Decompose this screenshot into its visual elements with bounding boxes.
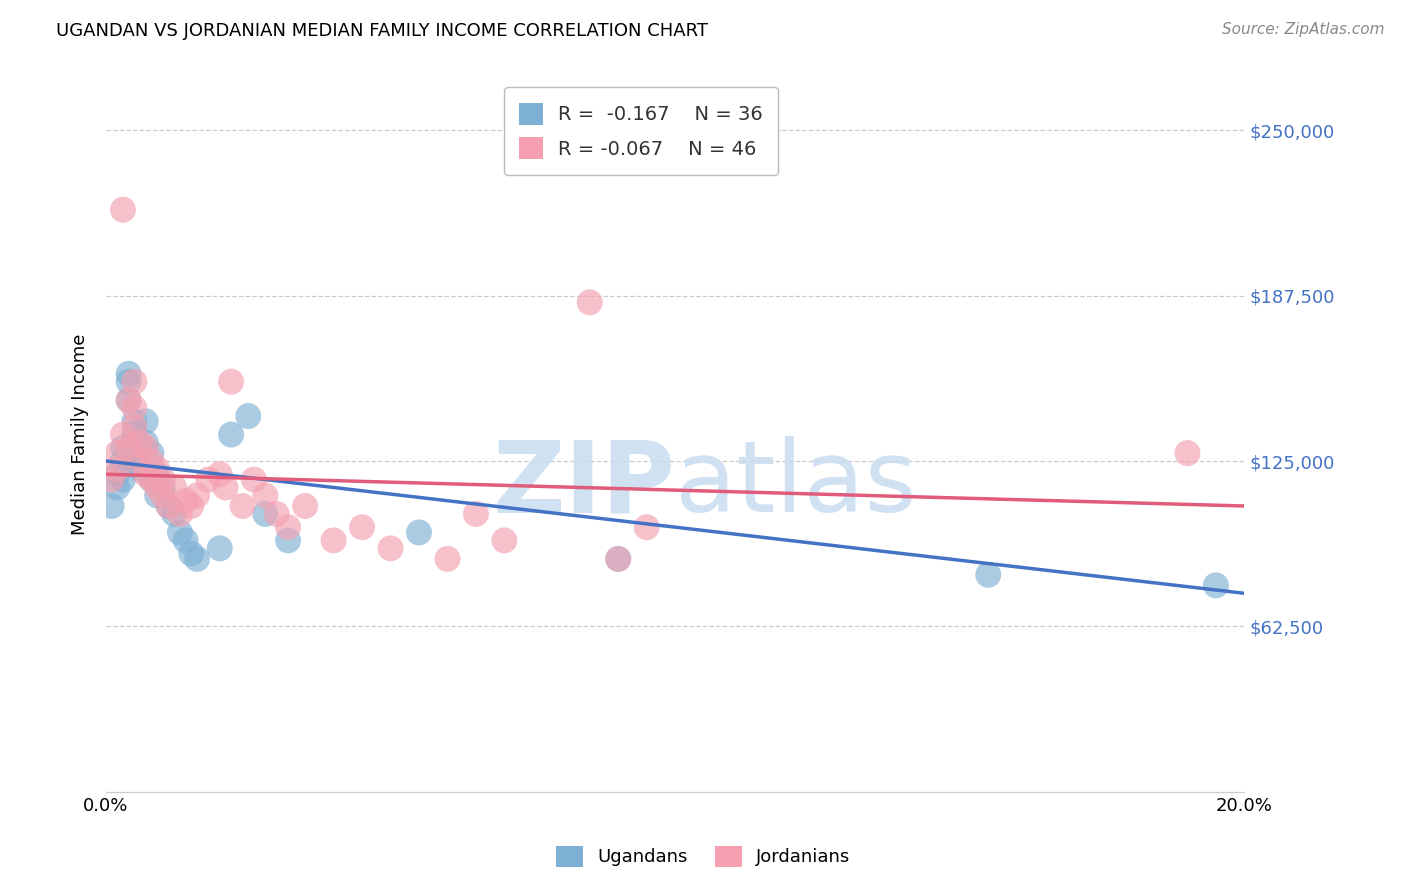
Point: [124, 414, 146, 428]
Point: [254, 507, 277, 521]
Point: [124, 427, 146, 442]
Point: [135, 414, 157, 428]
Point: [1205, 578, 1227, 592]
Y-axis label: Median Family Income: Median Family Income: [72, 334, 89, 535]
Point: [105, 462, 128, 476]
Point: [163, 507, 186, 521]
Point: [174, 493, 197, 508]
Legend: Ugandans, Jordanians: Ugandans, Jordanians: [548, 838, 858, 874]
Point: [111, 441, 134, 455]
Point: [277, 520, 299, 534]
Point: [141, 454, 163, 468]
Point: [129, 454, 152, 468]
Point: [118, 367, 141, 381]
Point: [464, 507, 486, 521]
Point: [266, 507, 288, 521]
Point: [129, 441, 152, 455]
Point: [135, 467, 157, 482]
Point: [105, 446, 128, 460]
Point: [129, 435, 152, 450]
Point: [380, 541, 402, 556]
Point: [152, 488, 174, 502]
Point: [141, 446, 163, 460]
Point: [146, 462, 169, 476]
Point: [124, 419, 146, 434]
Point: [578, 295, 600, 310]
Point: [238, 409, 260, 423]
Point: [105, 467, 128, 482]
Point: [111, 202, 134, 217]
Point: [163, 480, 186, 494]
Text: UGANDAN VS JORDANIAN MEDIAN FAMILY INCOME CORRELATION CHART: UGANDAN VS JORDANIAN MEDIAN FAMILY INCOM…: [56, 22, 709, 40]
Point: [124, 454, 146, 468]
Point: [219, 427, 242, 442]
Point: [977, 567, 1000, 582]
Point: [231, 499, 253, 513]
Point: [169, 507, 191, 521]
Point: [197, 473, 219, 487]
Point: [214, 480, 236, 494]
Point: [118, 375, 141, 389]
Point: [152, 480, 174, 494]
Text: atlas: atlas: [675, 436, 917, 533]
Point: [111, 473, 134, 487]
Point: [494, 533, 516, 548]
Point: [118, 393, 141, 408]
Point: [111, 454, 134, 468]
Point: [243, 473, 266, 487]
Point: [124, 375, 146, 389]
Point: [208, 541, 231, 556]
Point: [141, 473, 163, 487]
Point: [208, 467, 231, 482]
Point: [146, 480, 169, 494]
Point: [186, 552, 208, 566]
Point: [111, 427, 134, 442]
Point: [636, 520, 658, 534]
Point: [129, 462, 152, 476]
Text: ZIP: ZIP: [492, 436, 675, 533]
Point: [436, 552, 458, 566]
Point: [100, 473, 122, 487]
Point: [607, 552, 630, 566]
Point: [146, 488, 169, 502]
Point: [322, 533, 344, 548]
Legend: R =  -0.167    N = 36, R = -0.067    N = 46: R = -0.167 N = 36, R = -0.067 N = 46: [503, 87, 779, 175]
Point: [294, 499, 316, 513]
Point: [169, 525, 191, 540]
Point: [180, 547, 202, 561]
Point: [607, 552, 630, 566]
Text: Source: ZipAtlas.com: Source: ZipAtlas.com: [1222, 22, 1385, 37]
Point: [157, 499, 180, 513]
Point: [219, 375, 242, 389]
Point: [157, 499, 180, 513]
Point: [124, 401, 146, 416]
Point: [118, 441, 141, 455]
Point: [146, 467, 169, 482]
Point: [135, 441, 157, 455]
Point: [180, 499, 202, 513]
Point: [277, 533, 299, 548]
Point: [118, 393, 141, 408]
Point: [152, 473, 174, 487]
Point: [174, 533, 197, 548]
Point: [105, 480, 128, 494]
Point: [135, 435, 157, 450]
Point: [1177, 446, 1199, 460]
Point: [408, 525, 430, 540]
Point: [254, 488, 277, 502]
Point: [352, 520, 374, 534]
Point: [100, 499, 122, 513]
Point: [141, 473, 163, 487]
Point: [186, 488, 208, 502]
